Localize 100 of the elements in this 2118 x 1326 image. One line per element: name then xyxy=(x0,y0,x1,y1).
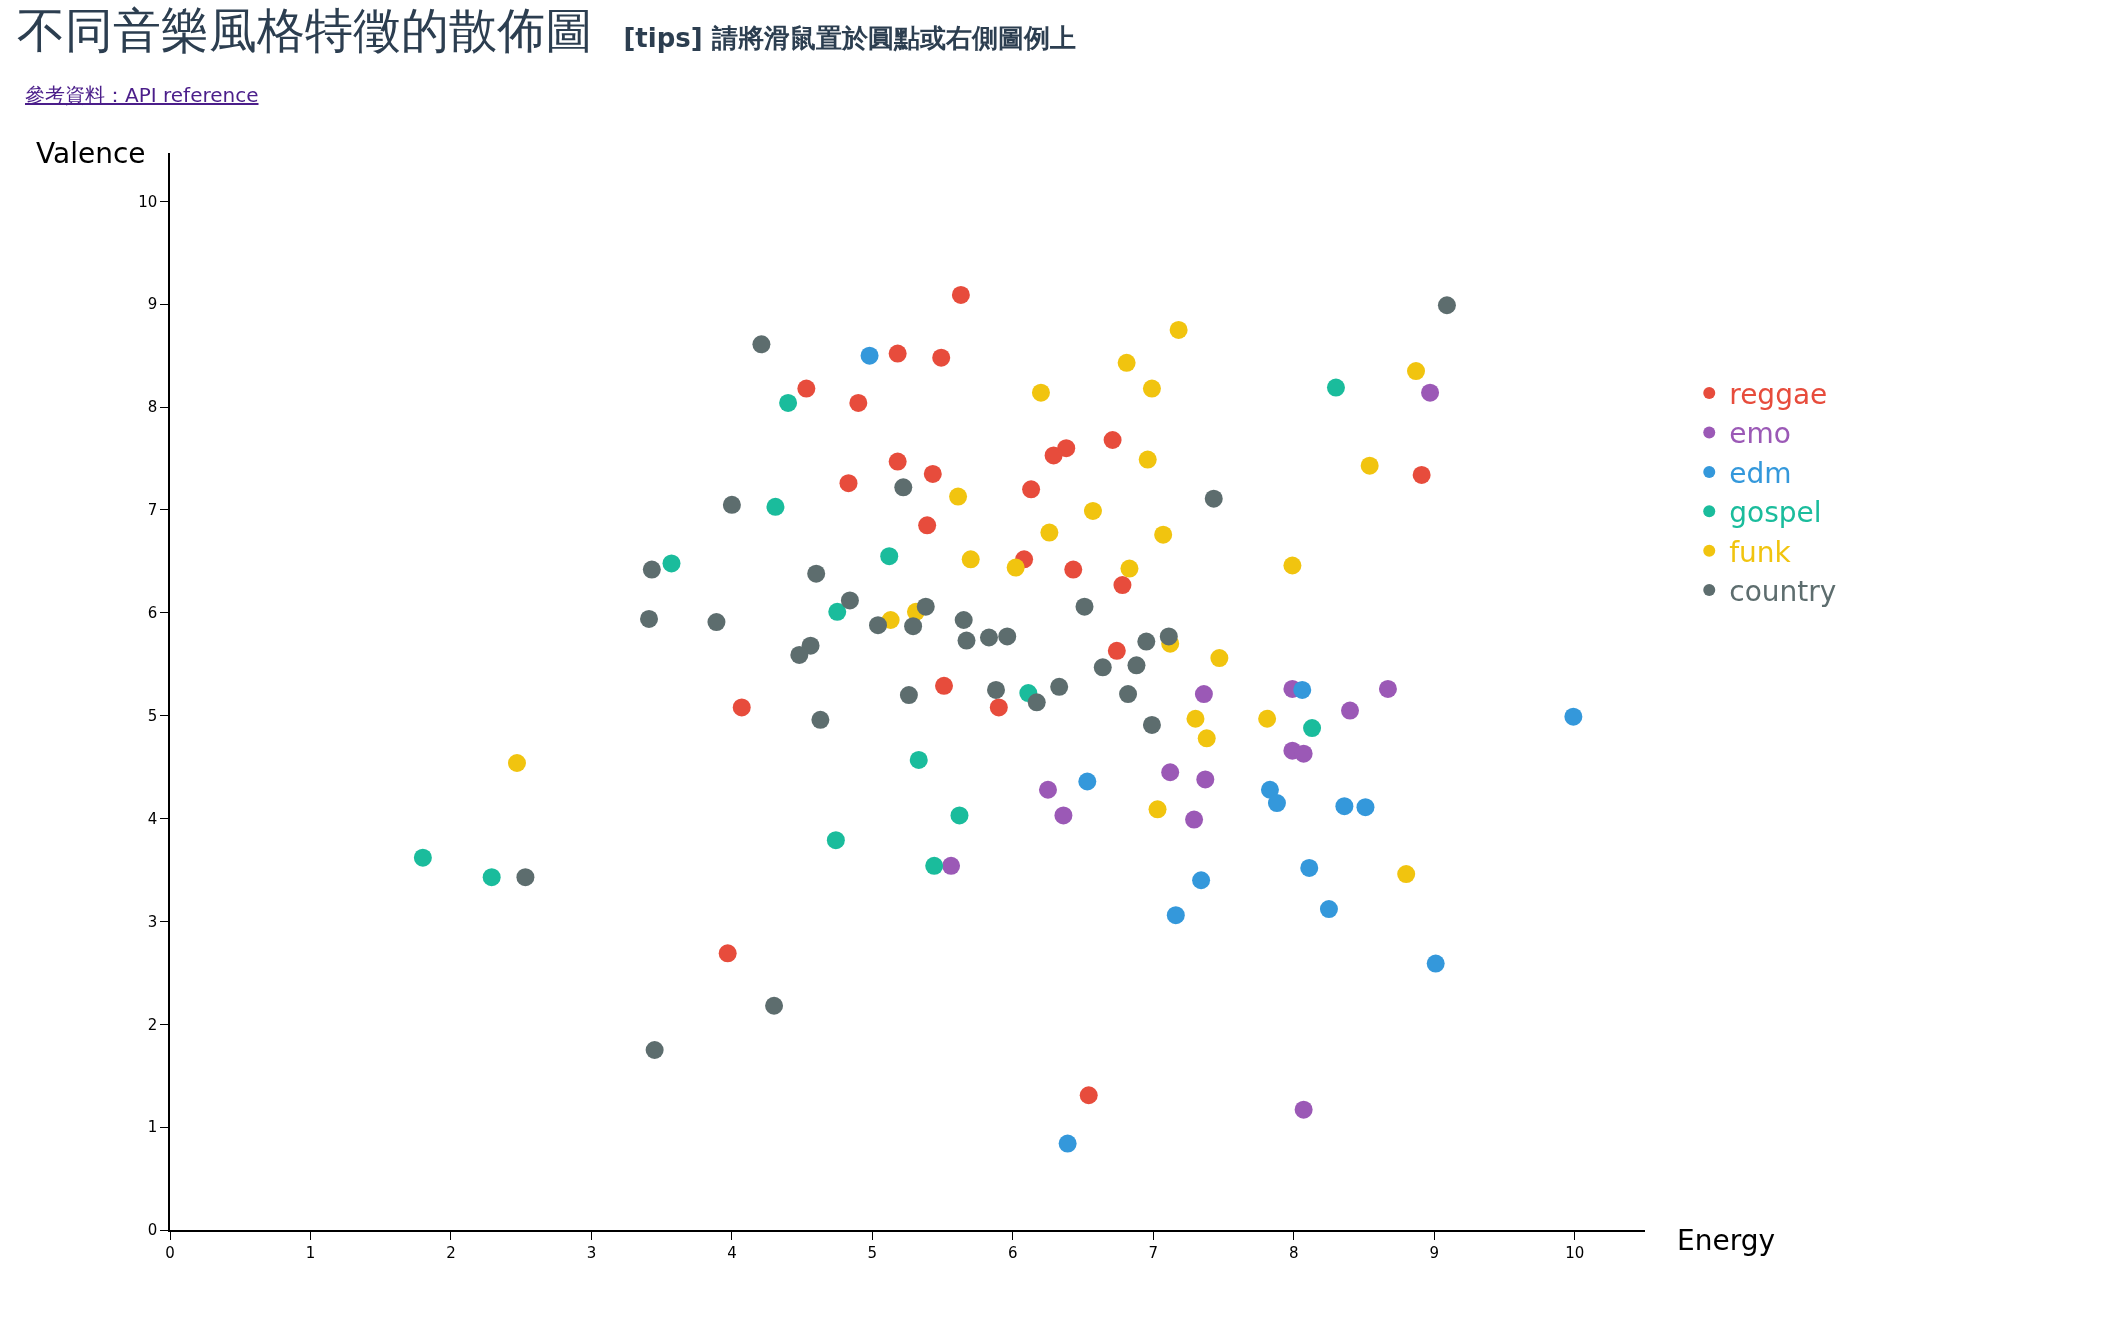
point xyxy=(1303,719,1322,738)
text: 參考資料：API reference xyxy=(25,83,259,107)
point xyxy=(645,1040,664,1059)
legend-label: reggae xyxy=(1729,378,1828,412)
point xyxy=(1294,1100,1313,1119)
point xyxy=(707,613,726,632)
point xyxy=(1107,641,1126,660)
point xyxy=(1058,1134,1077,1153)
point xyxy=(1341,701,1359,720)
x-tick-label: 0 xyxy=(165,1243,175,1262)
point xyxy=(942,856,961,875)
legend-label: gospel xyxy=(1729,496,1822,530)
legend-label: funk xyxy=(1729,535,1792,569)
point xyxy=(1154,525,1173,544)
point xyxy=(1161,763,1180,782)
point xyxy=(1044,446,1063,465)
point xyxy=(918,516,937,535)
point xyxy=(957,631,976,650)
point xyxy=(904,617,923,636)
y-tick-label: 5 xyxy=(147,706,158,725)
point xyxy=(1300,858,1319,877)
point xyxy=(1050,677,1069,696)
x-tick-label: 9 xyxy=(1429,1243,1440,1262)
point xyxy=(894,478,913,497)
point xyxy=(888,452,907,471)
point xyxy=(888,344,907,363)
legend-label: emo xyxy=(1729,417,1791,451)
point xyxy=(1117,353,1136,372)
point xyxy=(826,831,845,850)
legend-label: country xyxy=(1729,575,1837,609)
point xyxy=(979,628,998,647)
point xyxy=(839,474,858,493)
point xyxy=(899,686,918,705)
point xyxy=(1186,709,1205,728)
point xyxy=(516,868,535,887)
y-tick-label: 8 xyxy=(147,398,158,417)
point xyxy=(1356,798,1375,817)
point xyxy=(811,710,830,729)
point xyxy=(790,645,809,664)
y-tick-label: 0 xyxy=(147,1221,158,1240)
point xyxy=(916,597,935,616)
legend-label: edm xyxy=(1729,456,1792,490)
point xyxy=(951,285,970,304)
point xyxy=(1397,865,1416,884)
point xyxy=(1260,780,1279,799)
y-tick-label: 3 xyxy=(147,912,158,931)
point xyxy=(1078,772,1097,791)
x-tick-label: 3 xyxy=(586,1243,597,1262)
point xyxy=(849,393,868,412)
point xyxy=(1185,810,1204,829)
point xyxy=(1138,450,1157,469)
point xyxy=(840,591,859,610)
point xyxy=(1142,379,1161,398)
point xyxy=(779,393,798,412)
point xyxy=(766,497,785,516)
point xyxy=(1054,806,1073,825)
point xyxy=(732,698,751,717)
point xyxy=(1293,680,1312,699)
point xyxy=(1075,597,1094,616)
point xyxy=(949,487,968,506)
point xyxy=(932,348,951,367)
x-tick-label: 2 xyxy=(446,1243,456,1262)
point xyxy=(1040,523,1059,542)
point xyxy=(1006,558,1025,577)
x-axis-title: Energy xyxy=(1677,1224,1776,1257)
point xyxy=(662,554,681,573)
x-tick-label: 6 xyxy=(1008,1243,1018,1262)
point xyxy=(954,611,973,629)
point xyxy=(880,547,899,566)
point xyxy=(925,856,944,875)
point xyxy=(1022,480,1041,499)
y-tick-label: 2 xyxy=(147,1015,158,1034)
point xyxy=(1166,906,1185,925)
point xyxy=(1412,465,1431,484)
y-tick-label: 7 xyxy=(147,501,158,520)
point xyxy=(1407,362,1426,381)
point xyxy=(1083,501,1102,520)
point xyxy=(828,602,847,621)
point xyxy=(482,868,501,887)
x-tick-label: 7 xyxy=(1148,1243,1159,1262)
point xyxy=(1196,770,1215,789)
point xyxy=(1210,649,1229,668)
point xyxy=(1204,489,1223,508)
point xyxy=(1137,632,1156,651)
point xyxy=(1120,559,1139,578)
y-tick-label: 4 xyxy=(147,809,158,828)
point xyxy=(950,806,969,825)
point xyxy=(1192,871,1211,890)
point xyxy=(1283,556,1302,575)
point xyxy=(752,335,771,354)
point xyxy=(1194,685,1213,704)
point xyxy=(1378,679,1397,698)
point xyxy=(1360,456,1379,475)
y-tick-label: 9 xyxy=(147,295,158,314)
point xyxy=(1093,658,1112,677)
point xyxy=(909,750,928,769)
point xyxy=(1127,656,1146,675)
point xyxy=(797,379,816,398)
point xyxy=(1294,744,1313,763)
point xyxy=(507,753,526,772)
